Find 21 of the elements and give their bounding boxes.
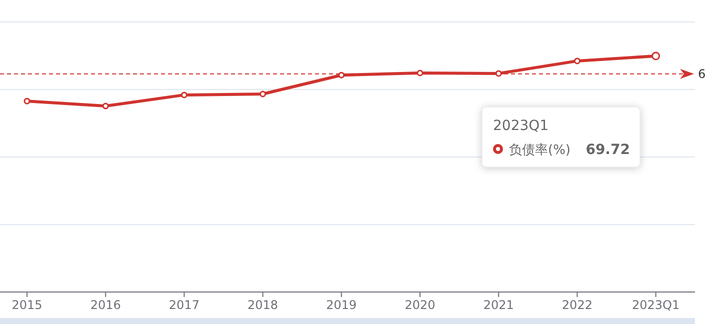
point bbox=[102, 102, 109, 110]
x-tick-label: 2017 bbox=[168, 298, 200, 312]
x-tick-label: 2023Q1 bbox=[632, 298, 680, 312]
annotation: 2023Q1 bbox=[493, 118, 549, 134]
x-tick-label: 2016 bbox=[90, 298, 121, 312]
x-tick-label: 2015 bbox=[12, 298, 42, 312]
point bbox=[495, 70, 502, 77]
x-tick-label: 2022 bbox=[562, 298, 592, 312]
legend-label: 负债率(%) bbox=[509, 142, 570, 158]
point bbox=[574, 58, 580, 64]
x-tick-label: 2019 bbox=[326, 298, 357, 312]
point bbox=[180, 92, 188, 98]
point bbox=[416, 70, 424, 76]
point bbox=[24, 98, 30, 104]
text: 6 bbox=[698, 66, 706, 81]
point bbox=[338, 72, 345, 78]
x-tick-label: 2021 bbox=[483, 298, 514, 312]
x-tick-label: 2020 bbox=[404, 298, 436, 312]
x-tick-label: 2018 bbox=[248, 298, 278, 312]
annotation: 69.72 bbox=[586, 142, 630, 158]
point bbox=[260, 90, 266, 98]
